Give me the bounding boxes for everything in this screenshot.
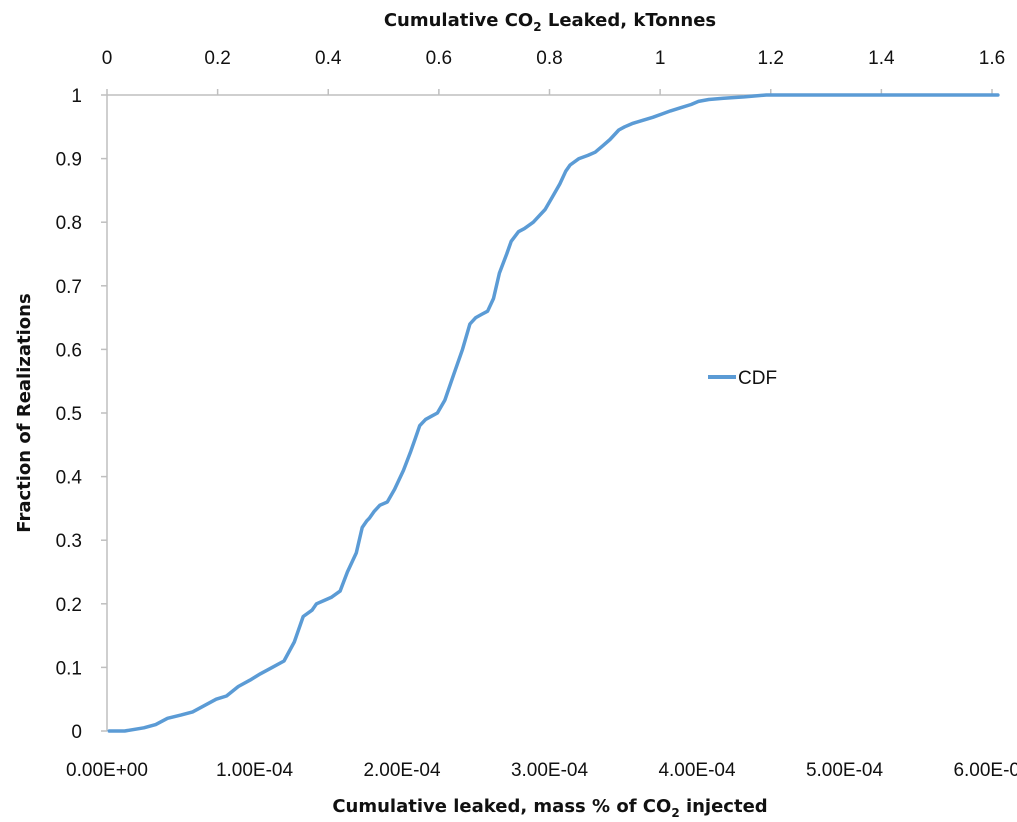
top-x-tick-label: 1.4 <box>868 48 895 69</box>
tick-labels-group: 0 0.1 0.2 0.3 0.4 0.5 0.6 0.7 0.8 0.9 1 0.00E+00 1.0… <box>56 48 1017 781</box>
y-tick-label: 0.9 <box>56 150 82 171</box>
y-tick-label: 0.1 <box>56 658 82 679</box>
top-x-tick-label: 0.2 <box>204 48 230 69</box>
y-tick-label: 0.7 <box>56 277 82 298</box>
bottom-x-axis-title-subscript: 2 <box>671 806 679 820</box>
y-tick-label: 0.2 <box>56 595 82 616</box>
bottom-x-tick-label: 0.00E+00 <box>66 760 148 781</box>
top-x-tick-label: 0 <box>102 48 113 69</box>
top-x-axis-title-subscript: 2 <box>533 20 541 34</box>
legend-label-cdf: CDF <box>738 368 777 389</box>
bottom-x-tick-label: 6.00E-04 <box>953 760 1017 781</box>
top-x-tick-label: 0.4 <box>315 48 342 69</box>
bottom-x-tick-label: 3.00E-04 <box>511 760 589 781</box>
bottom-x-tick-label: 1.00E-04 <box>216 760 294 781</box>
series-layer <box>107 93 1000 733</box>
y-tick-label: 0.6 <box>56 340 82 361</box>
y-axis-title: Fraction of Realizations <box>14 293 35 532</box>
y-tick-label: 0.8 <box>56 213 82 234</box>
bottom-x-axis-title: Cumulative leaked, mass % of CO2 injecte… <box>332 796 767 820</box>
bottom-x-tick-label: 4.00E-04 <box>658 760 736 781</box>
y-tick-label: 1 <box>71 86 82 107</box>
y-tick-label: 0.4 <box>56 468 83 489</box>
bottom-x-tick-label: 5.00E-04 <box>806 760 884 781</box>
top-x-axis-title: Cumulative CO2 Leaked, kTonnes <box>384 10 716 34</box>
y-tick-label: 0 <box>71 722 82 743</box>
top-x-tick-label: 1 <box>655 48 666 69</box>
top-x-tick-label: 0.8 <box>536 48 562 69</box>
bottom-x-tick-label: 2.00E-04 <box>363 760 441 781</box>
y-tick-label: 0.3 <box>56 531 82 552</box>
top-x-tick-label: 1.2 <box>758 48 784 69</box>
top-x-tick-label: 0.6 <box>426 48 452 69</box>
y-tick-label: 0.5 <box>56 404 82 425</box>
legend: CDF <box>708 368 777 389</box>
top-x-tick-label: 1.6 <box>979 48 1005 69</box>
series-line-cdf <box>107 93 1000 733</box>
